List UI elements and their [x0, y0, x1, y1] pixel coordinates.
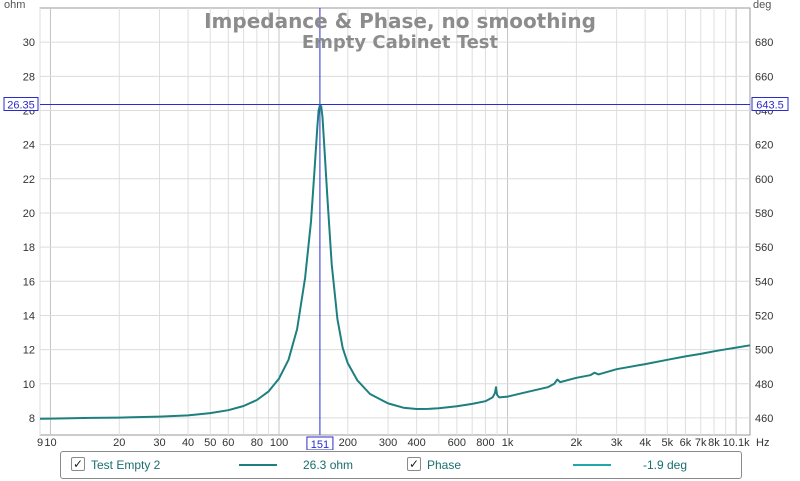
x-tick-label: 10	[44, 437, 56, 449]
series-checkbox[interactable]: ✓	[71, 457, 85, 471]
y-right-tick-label: 560	[755, 242, 773, 254]
x-tick-label: 8k	[708, 437, 720, 449]
x-tick-label: 1k	[502, 437, 514, 449]
y-left-unit: ohm	[4, 0, 25, 11]
x-tick-label: 50	[204, 437, 216, 449]
y-right-tick-label: 600	[755, 174, 773, 186]
cursor-x-label: 151	[311, 439, 329, 450]
x-tick-label: 60	[222, 437, 234, 449]
y-left-tick-label: 8	[29, 413, 35, 425]
legend-swatch	[573, 464, 611, 466]
tick-labels: 9 10 20 30 40 50 60 80 100 200 300 400 600 800 1k 2k 3k 4…	[23, 37, 774, 449]
x-tick-label: 10.1k	[723, 437, 750, 449]
y-left-tick-label: 20	[23, 208, 35, 220]
x-tick-label: 400	[407, 437, 425, 449]
y-right-tick-label: 660	[755, 71, 773, 83]
legend-value: 26.3 ohm	[303, 458, 354, 472]
series-checkbox[interactable]: ✓	[407, 457, 421, 471]
cursor-y-left-label: 26.35	[7, 100, 35, 112]
y-right-tick-label: 500	[755, 345, 773, 357]
impedance-chart: 9 10 20 30 40 50 60 80 100 200 300 400 600 800 1k 2k 3k 4…	[3, 0, 789, 450]
y-left-tick-label: 10	[23, 379, 35, 391]
x-unit-label: Hz	[756, 437, 769, 449]
x-tick-label: 600	[448, 437, 466, 449]
x-tick-label: 5k	[662, 437, 674, 449]
legend-bar: ✓ Test Empty 2 26.3 ohm ✓ Phase -1.9 deg	[60, 451, 742, 479]
cursor-x-box	[306, 436, 334, 450]
series-line-test-empty-2	[39, 104, 751, 420]
cursor-y-right-label: 643.5	[756, 100, 784, 112]
y-left-tick-label: 18	[23, 242, 35, 254]
x-tick-label: 9	[37, 437, 43, 449]
x-tick-label: 6k	[680, 437, 692, 449]
legend-label: Test Empty 2	[91, 458, 161, 472]
chart-title: Impedance & Phase, no smoothing	[204, 9, 596, 33]
series-layer	[39, 104, 751, 420]
x-tick-label: 300	[379, 437, 397, 449]
x-tick-label: 30	[153, 437, 165, 449]
x-tick-label: 4k	[639, 437, 651, 449]
x-tick-label: 100	[270, 437, 288, 449]
y-left-tick-label: 14	[23, 310, 35, 322]
x-tick-label: 800	[476, 437, 494, 449]
y-left-tick-label: 30	[23, 37, 35, 49]
y-right-tick-label: 480	[755, 379, 773, 391]
cursor-y-left-box	[3, 97, 39, 112]
y-right-tick-label: 680	[755, 37, 773, 49]
y-right-tick-label: 540	[755, 276, 773, 288]
x-tick-label: 2k	[571, 437, 583, 449]
x-tick-label: 7k	[695, 437, 707, 449]
x-tick-label: 200	[339, 437, 357, 449]
x-tick-label: 3k	[611, 437, 623, 449]
plot-area	[39, 7, 751, 436]
cursor-y-right-box	[751, 97, 789, 112]
y-left-tick-label: 12	[23, 345, 35, 357]
x-tick-label: 20	[113, 437, 125, 449]
y-left-tick-label: 22	[23, 174, 35, 186]
y-left-tick-label: 28	[23, 71, 35, 83]
x-tick-label: 80	[251, 437, 263, 449]
y-left-tick-label: 24	[23, 140, 35, 152]
x-tick-label: 40	[182, 437, 194, 449]
y-right-tick-label: 580	[755, 208, 773, 220]
cursor[interactable]: 26.35 643.5 151	[3, 8, 789, 450]
y-left-tick-label: 16	[23, 276, 35, 288]
chart-subtitle: Empty Cabinet Test	[302, 32, 499, 53]
legend-label: Phase	[427, 458, 462, 472]
y-right-tick-label: 620	[755, 140, 773, 152]
legend-value: -1.9 deg	[643, 458, 688, 472]
y-right-unit: deg	[753, 0, 771, 11]
y-right-tick-label: 460	[755, 413, 773, 425]
legend-swatch	[239, 464, 277, 466]
y-right-tick-label: 520	[755, 310, 773, 322]
